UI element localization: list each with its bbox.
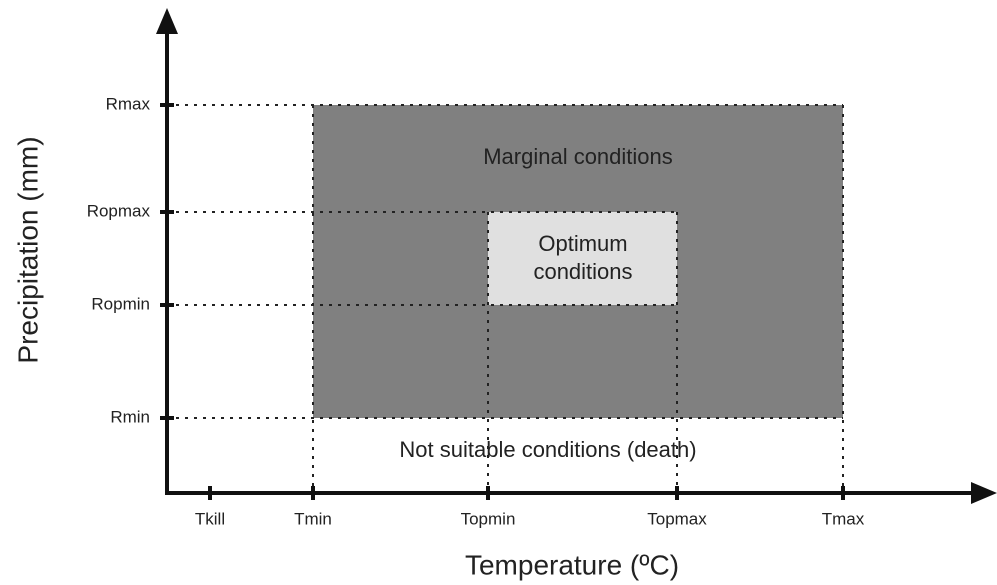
marginal-label: Marginal conditions xyxy=(483,144,673,169)
x-tick-label: Tkill xyxy=(195,509,225,528)
x-tick-label: Tmin xyxy=(294,509,332,528)
x-tick-label: Tmax xyxy=(822,509,865,528)
y-arrow xyxy=(156,8,178,34)
optimum-label: conditions xyxy=(533,259,632,284)
y-tick-label: Ropmax xyxy=(87,201,151,220)
y-ticks: Rmax Ropmax Ropmin Rmin xyxy=(87,94,174,426)
y-tick-label: Ropmin xyxy=(91,294,150,313)
optimum-region xyxy=(488,212,677,305)
x-ticks: Tkill Tmin Topmin Topmax Tmax xyxy=(195,486,865,528)
y-axis-title: Precipitation (mm) xyxy=(12,136,43,363)
x-tick-label: Topmax xyxy=(647,509,707,528)
optimum-label: Optimum xyxy=(538,231,627,256)
unsuitable-label: Not suitable conditions (death) xyxy=(399,437,696,462)
guide-lines xyxy=(167,104,844,491)
x-axis-title: Temperature (ºC) xyxy=(465,549,679,580)
x-tick-label: Topmin xyxy=(461,509,516,528)
x-arrow xyxy=(971,482,997,504)
y-tick-label: Rmax xyxy=(106,94,151,113)
y-tick-label: Rmin xyxy=(110,407,150,426)
